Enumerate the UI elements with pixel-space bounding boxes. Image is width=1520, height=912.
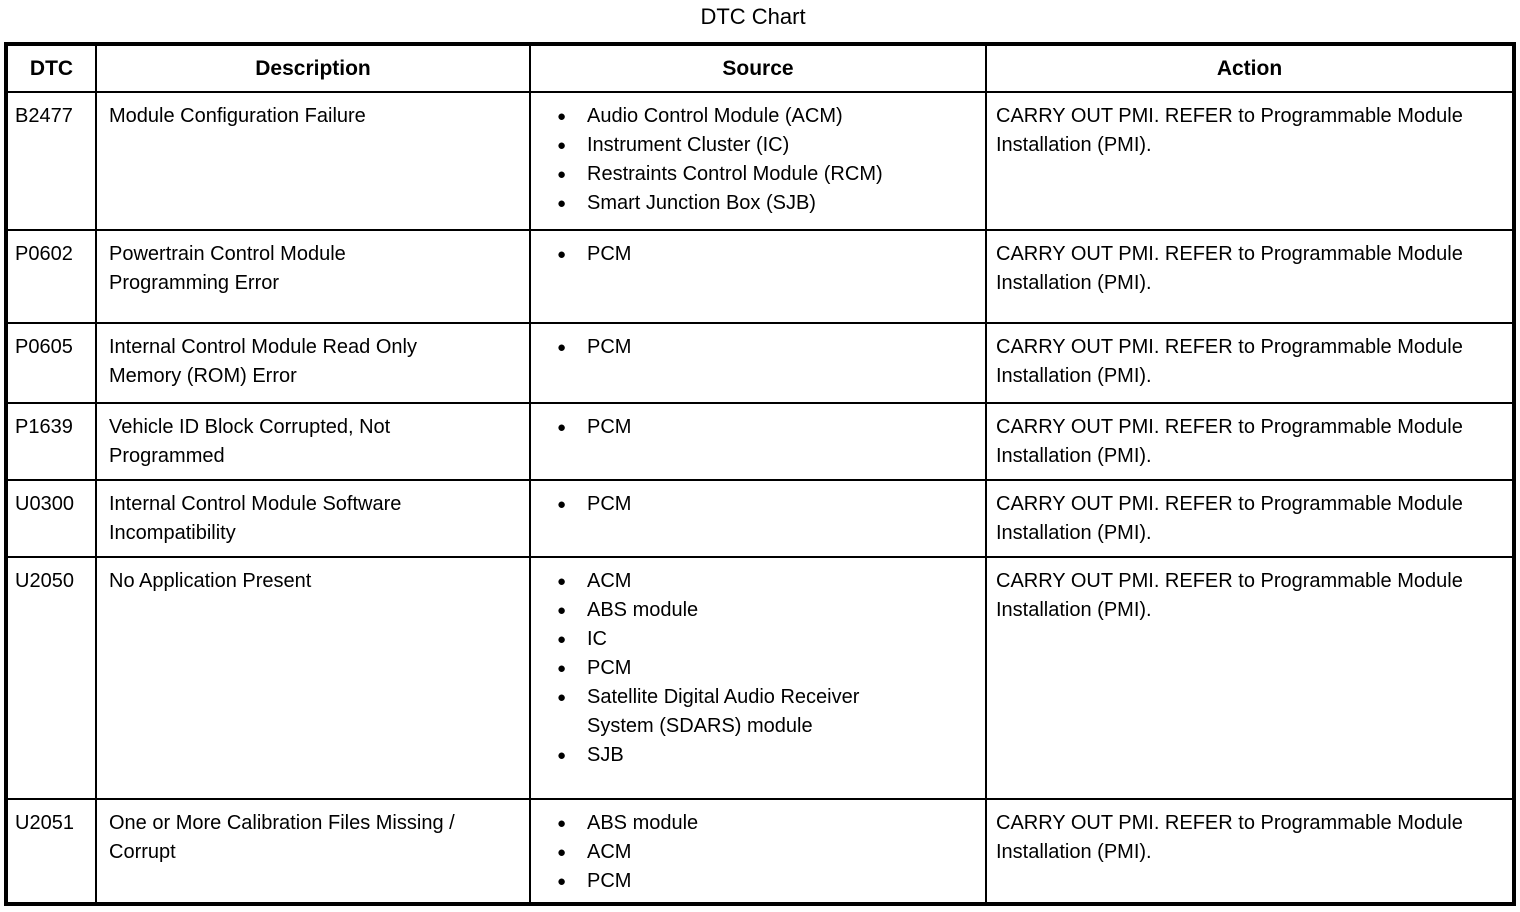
action-cell: CARRY OUT PMI. REFER to Programmable Mod… [985, 322, 1515, 404]
action-cell: CARRY OUT PMI. REFER to Programmable Mod… [985, 556, 1515, 800]
action-cell: CARRY OUT PMI. REFER to Programmable Mod… [985, 91, 1515, 231]
bullet-icon: ● [557, 339, 567, 356]
dtc-code-cell: U0300 [5, 479, 97, 558]
source-list-item: ● PCM [531, 490, 929, 519]
source-name: Instrument Cluster (IC) [587, 134, 790, 156]
bullet-icon: ● [557, 844, 567, 861]
dtc-code-cell: U2050 [5, 556, 97, 800]
source-name: ACM [587, 570, 632, 592]
bullet-icon: ● [557, 108, 567, 125]
action-cell: CARRY OUT PMI. REFER to Programmable Mod… [985, 798, 1515, 905]
source-list-item: ● Audio Control Module (ACM) [531, 102, 929, 131]
dtc-table: DTC Description Source Action B2477 Modul… [4, 42, 1516, 906]
bullet-icon: ● [557, 573, 567, 590]
dtc-table-header: DTC Description Source Action [5, 43, 1515, 93]
source-list-item: ● Satellite Digital Audio Receiver System… [531, 683, 929, 741]
table-row: P1639 Vehicle ID Block Corrupted, Not Pro… [5, 402, 1515, 481]
bullet-icon: ● [557, 419, 567, 436]
column-header-dtc: DTC [5, 43, 97, 93]
table-row: U0300 Internal Control Module Software In… [5, 479, 1515, 558]
bullet-icon: ● [557, 747, 567, 764]
source-list-item: ● PCM [531, 867, 929, 896]
bullet-icon: ● [557, 689, 567, 706]
source-name: Satellite Digital Audio Receiver System … [587, 686, 860, 737]
table-row: U2051 One or More Calibration Files Missi… [5, 798, 1515, 905]
source-list-item: ● ABS module [531, 809, 929, 838]
action-cell: CARRY OUT PMI. REFER to Programmable Mod… [985, 229, 1515, 324]
action-cell: CARRY OUT PMI. REFER to Programmable Mod… [985, 479, 1515, 558]
source-list-item: ● SJB [531, 741, 929, 770]
source-name: PCM [587, 870, 632, 892]
source-name: IC [587, 628, 607, 650]
source-list-item: ● PCM [531, 654, 929, 683]
dtc-code-cell: P0602 [5, 229, 97, 324]
source-name: PCM [587, 416, 632, 438]
column-header-description: Description [95, 43, 531, 93]
source-list-item: ● PCM [531, 413, 929, 442]
bullet-icon: ● [557, 602, 567, 619]
source-name: ABS module [587, 599, 699, 621]
source-name: Smart Junction Box (SJB) [587, 192, 816, 214]
description-cell: Powertrain Control Module Programming Er… [95, 229, 531, 324]
source-list-item: ● PCM [531, 333, 929, 362]
bullet-icon: ● [557, 195, 567, 212]
source-cell: ● PCM [529, 402, 987, 481]
source-cell: ● PCM [529, 479, 987, 558]
dtc-code-cell: B2477 [5, 91, 97, 231]
source-name: PCM [587, 493, 632, 515]
column-header-source: Source [529, 43, 987, 93]
source-list-item: ● ABS module [531, 596, 929, 625]
source-cell: ● ABS module ● ACM ● PCM [529, 798, 987, 905]
source-name: ACM [587, 841, 632, 863]
bullet-icon: ● [557, 166, 567, 183]
bullet-icon: ● [557, 631, 567, 648]
table-row: U2050 No Application Present ● ACM ● ABS modu… [5, 556, 1515, 800]
source-cell: ● Audio Control Module (ACM) ● Instrument C… [529, 91, 987, 231]
source-name: PCM [587, 336, 632, 358]
description-cell: Vehicle ID Block Corrupted, Not Programm… [95, 402, 531, 481]
source-name: Restraints Control Module (RCM) [587, 163, 883, 185]
dtc-code-cell: P0605 [5, 322, 97, 404]
bullet-icon: ● [557, 137, 567, 154]
source-name: PCM [587, 243, 632, 265]
page-title: DTC Chart [700, 4, 806, 29]
source-list-item: ● IC [531, 625, 929, 654]
column-header-action: Action [985, 43, 1515, 93]
source-cell: ● ACM ● ABS module ● IC ● PCM ● Satellite Digital… [529, 556, 987, 800]
source-list-item: ● Restraints Control Module (RCM) [531, 160, 929, 189]
action-cell: CARRY OUT PMI. REFER to Programmable Mod… [985, 402, 1515, 481]
description-cell: Internal Control Module Read Only Memory… [95, 322, 531, 404]
dtc-table-body: B2477 Module Configuration Failure ● Audio … [5, 91, 1515, 905]
header-row: DTC Description Source Action [5, 43, 1515, 93]
source-cell: ● PCM [529, 229, 987, 324]
source-list-item: ● ACM [531, 567, 929, 596]
source-list-item: ● Smart Junction Box (SJB) [531, 189, 929, 218]
source-list-item: ● Instrument Cluster (IC) [531, 131, 929, 160]
bullet-icon: ● [557, 660, 567, 677]
source-cell: ● PCM [529, 322, 987, 404]
bullet-icon: ● [557, 815, 567, 832]
table-row: P0605 Internal Control Module Read Only M… [5, 322, 1515, 404]
source-name: ABS module [587, 812, 699, 834]
description-cell: No Application Present [95, 556, 531, 800]
source-name: PCM [587, 657, 632, 679]
bullet-icon: ● [557, 873, 567, 890]
source-list-item: ● ACM [531, 838, 929, 867]
dtc-code-cell: P1639 [5, 402, 97, 481]
table-row: B2477 Module Configuration Failure ● Audio … [5, 91, 1515, 231]
description-cell: Internal Control Module Software Incompa… [95, 479, 531, 558]
dtc-code-cell: U2051 [5, 798, 97, 905]
source-name: Audio Control Module (ACM) [587, 105, 843, 127]
source-name: SJB [587, 744, 624, 766]
table-row: P0602 Powertrain Control Module Programmi… [5, 229, 1515, 324]
description-cell: Module Configuration Failure [95, 91, 531, 231]
bullet-icon: ● [557, 246, 567, 263]
source-list-item: ● PCM [531, 240, 929, 269]
bullet-icon: ● [557, 496, 567, 513]
description-cell: One or More Calibration Files Missing / … [95, 798, 531, 905]
